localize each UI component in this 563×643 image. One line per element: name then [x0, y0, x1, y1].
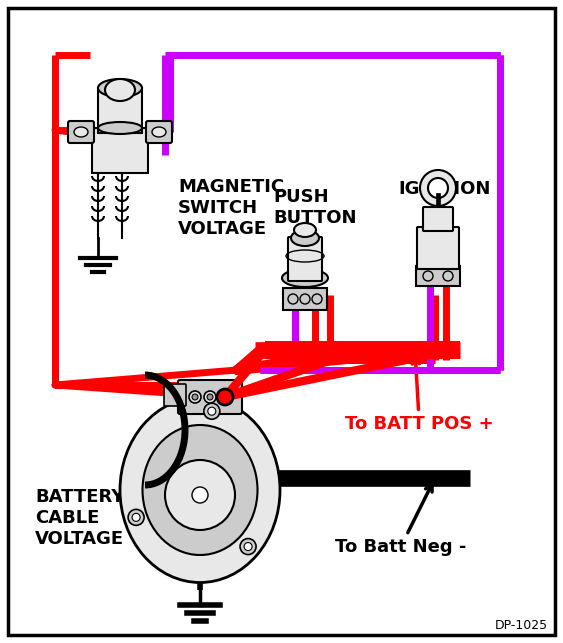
Ellipse shape	[291, 230, 319, 246]
Text: To BATT POS +: To BATT POS +	[345, 357, 494, 433]
Text: DP-1025: DP-1025	[495, 619, 548, 632]
Circle shape	[219, 391, 231, 403]
Circle shape	[192, 394, 198, 400]
Circle shape	[300, 294, 310, 304]
FancyBboxPatch shape	[416, 266, 460, 286]
Circle shape	[204, 391, 216, 403]
Ellipse shape	[120, 397, 280, 583]
FancyBboxPatch shape	[288, 237, 322, 281]
Text: IGNITION: IGNITION	[398, 180, 490, 198]
Circle shape	[222, 394, 228, 400]
Text: BATTERY
CABLE
VOLTAGE: BATTERY CABLE VOLTAGE	[35, 488, 124, 548]
FancyBboxPatch shape	[283, 288, 327, 310]
Circle shape	[207, 394, 213, 400]
Ellipse shape	[282, 269, 328, 287]
Circle shape	[132, 513, 140, 521]
Circle shape	[165, 460, 235, 530]
FancyBboxPatch shape	[98, 88, 142, 133]
Circle shape	[208, 407, 216, 415]
Circle shape	[288, 294, 298, 304]
Circle shape	[192, 487, 208, 503]
Circle shape	[217, 389, 233, 405]
FancyBboxPatch shape	[417, 227, 459, 269]
Ellipse shape	[152, 127, 166, 137]
Ellipse shape	[105, 79, 135, 101]
Text: To Batt Neg -: To Batt Neg -	[335, 484, 466, 556]
Circle shape	[244, 543, 252, 550]
FancyBboxPatch shape	[423, 207, 453, 231]
Circle shape	[428, 178, 448, 198]
Circle shape	[312, 294, 322, 304]
Ellipse shape	[74, 127, 88, 137]
FancyBboxPatch shape	[164, 384, 186, 406]
Text: MAGNETIC
SWITCH
VOLTAGE: MAGNETIC SWITCH VOLTAGE	[178, 178, 284, 238]
FancyBboxPatch shape	[68, 121, 94, 143]
Circle shape	[420, 170, 456, 206]
Ellipse shape	[142, 425, 257, 555]
Circle shape	[240, 539, 256, 554]
Circle shape	[423, 271, 433, 281]
Circle shape	[189, 391, 201, 403]
FancyBboxPatch shape	[146, 121, 172, 143]
Text: PUSH
BUTTON: PUSH BUTTON	[273, 188, 356, 227]
FancyBboxPatch shape	[92, 128, 148, 173]
Circle shape	[443, 271, 453, 281]
Bar	[436, 193, 440, 205]
Circle shape	[204, 403, 220, 419]
Circle shape	[128, 509, 144, 525]
Ellipse shape	[98, 79, 142, 97]
FancyBboxPatch shape	[178, 380, 242, 414]
Ellipse shape	[294, 223, 316, 237]
Ellipse shape	[98, 122, 142, 134]
